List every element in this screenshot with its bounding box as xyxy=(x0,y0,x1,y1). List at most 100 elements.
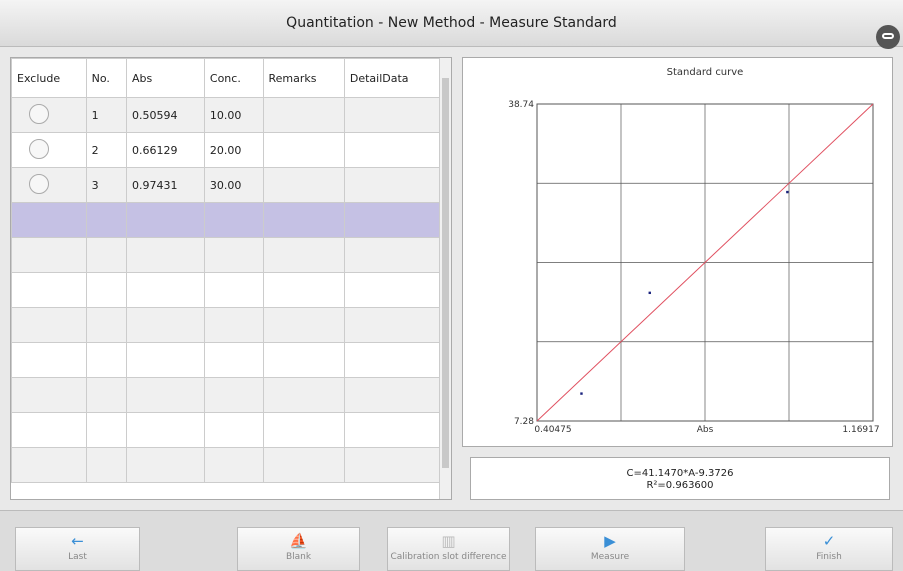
cell xyxy=(125,202,205,238)
button-icon: ✓ xyxy=(822,532,836,550)
button-bar: ← Last ⛵ Blank ▥ Calibration slot difference ▶… xyxy=(0,510,903,571)
table-row[interactable]: 2 0.66129 20.00 xyxy=(11,132,442,168)
cell xyxy=(343,307,442,343)
remarks-cell xyxy=(262,97,345,133)
cell xyxy=(125,237,205,273)
button-label: Last xyxy=(68,552,87,562)
title: Quantitation - New Method - Measure Stan… xyxy=(286,15,617,31)
cell xyxy=(262,377,345,413)
cell xyxy=(11,307,87,343)
cell xyxy=(203,307,264,343)
header: Quantitation - New Method - Measure Stan… xyxy=(0,0,903,47)
x-tick-label: 1.16917 xyxy=(842,425,879,435)
button[interactable]: ▥ Calibration slot difference xyxy=(387,527,510,571)
cell xyxy=(85,377,127,413)
cell xyxy=(203,202,264,238)
cell xyxy=(262,202,345,238)
column-header: Remarks xyxy=(262,58,345,98)
cell xyxy=(11,342,87,378)
button-icon: ← xyxy=(71,532,84,550)
cell xyxy=(343,377,442,413)
header-row: Exclude No. Abs Conc. Remarks DetailData xyxy=(11,58,442,98)
cell xyxy=(203,342,264,378)
button[interactable]: ▶ Measure xyxy=(535,527,685,571)
cell xyxy=(203,412,264,448)
column-header: Exclude xyxy=(11,58,87,98)
cell xyxy=(85,447,127,483)
button[interactable]: ⛵ Blank xyxy=(237,527,360,571)
cell xyxy=(125,412,205,448)
column-header: DetailData xyxy=(343,58,442,98)
cell xyxy=(85,307,127,343)
abs-cell: 0.97431 xyxy=(125,167,205,203)
detail-cell xyxy=(343,97,442,133)
point xyxy=(648,291,651,295)
y-tick-label: 7.28 xyxy=(514,417,534,427)
abs-cell: 0.66129 xyxy=(125,132,205,168)
cell xyxy=(343,202,442,238)
x-axis-label: Abs xyxy=(697,425,714,435)
cell xyxy=(85,237,127,273)
cell xyxy=(85,202,127,238)
point xyxy=(580,392,583,395)
column-header: No. xyxy=(85,58,127,98)
exclude-check[interactable] xyxy=(29,103,49,124)
exclude-check[interactable] xyxy=(29,138,49,159)
cell xyxy=(203,272,264,308)
table-panel: Exclude No. Abs Conc. Remarks DetailData 1 0.50… xyxy=(10,57,452,500)
detail-cell xyxy=(343,132,442,168)
button-label: Calibration slot difference xyxy=(390,552,507,562)
cell xyxy=(343,412,442,448)
button-label: Blank xyxy=(285,552,312,562)
empty-row xyxy=(11,447,442,483)
scrollbar[interactable] xyxy=(439,58,451,499)
chart-title: Standard curve xyxy=(667,67,744,78)
cell xyxy=(262,447,345,483)
cell xyxy=(343,342,442,378)
cell xyxy=(343,237,442,273)
cell xyxy=(85,272,127,308)
column-header: Abs xyxy=(125,58,205,98)
exclude-cell xyxy=(11,132,87,168)
cell xyxy=(11,202,87,238)
cell xyxy=(11,272,87,308)
cell xyxy=(85,342,127,378)
cell xyxy=(85,412,127,448)
equation: C=41.1470*A-9.3726 xyxy=(626,468,734,479)
button-icon: ▶ xyxy=(604,532,616,550)
table: Exclude No. Abs Conc. Remarks DetailData 1 0.50… xyxy=(11,58,442,483)
cell xyxy=(262,307,345,343)
cell xyxy=(125,377,205,413)
cell xyxy=(203,377,264,413)
cell xyxy=(11,237,87,273)
exclude-cell xyxy=(11,97,87,133)
fit-line xyxy=(536,103,874,422)
table-row[interactable]: 1 0.50594 10.00 xyxy=(11,97,442,133)
conc-cell: 10.00 xyxy=(203,97,264,133)
button-icon: ⛵ xyxy=(289,532,308,550)
y-tick-label: 38.74 xyxy=(508,100,534,110)
empty-row xyxy=(11,342,442,378)
cell xyxy=(11,377,87,413)
cell xyxy=(125,342,205,378)
empty-row xyxy=(11,412,442,448)
empty-row xyxy=(11,202,442,238)
button-icon: ▥ xyxy=(441,532,456,550)
empty-row xyxy=(11,377,442,413)
empty-row xyxy=(11,237,442,273)
button[interactable]: ✓ Finish xyxy=(765,527,893,571)
x-tick-label: 0.40475 xyxy=(534,425,571,435)
exclude-check[interactable] xyxy=(29,173,49,194)
table-row[interactable]: 3 0.97431 30.00 xyxy=(11,167,442,203)
remarks-cell xyxy=(262,167,345,203)
no-cell: 1 xyxy=(85,97,127,133)
conc-cell: 20.00 xyxy=(203,132,264,168)
no-cell: 2 xyxy=(85,132,127,168)
cell xyxy=(262,272,345,308)
cell xyxy=(203,237,264,273)
chart-panel: Standard curve 7.28 38.74 0.40475 1.16917 Abs xyxy=(462,57,893,447)
button[interactable]: ← Last xyxy=(15,527,140,571)
cell xyxy=(125,272,205,308)
back-button[interactable] xyxy=(876,25,900,49)
